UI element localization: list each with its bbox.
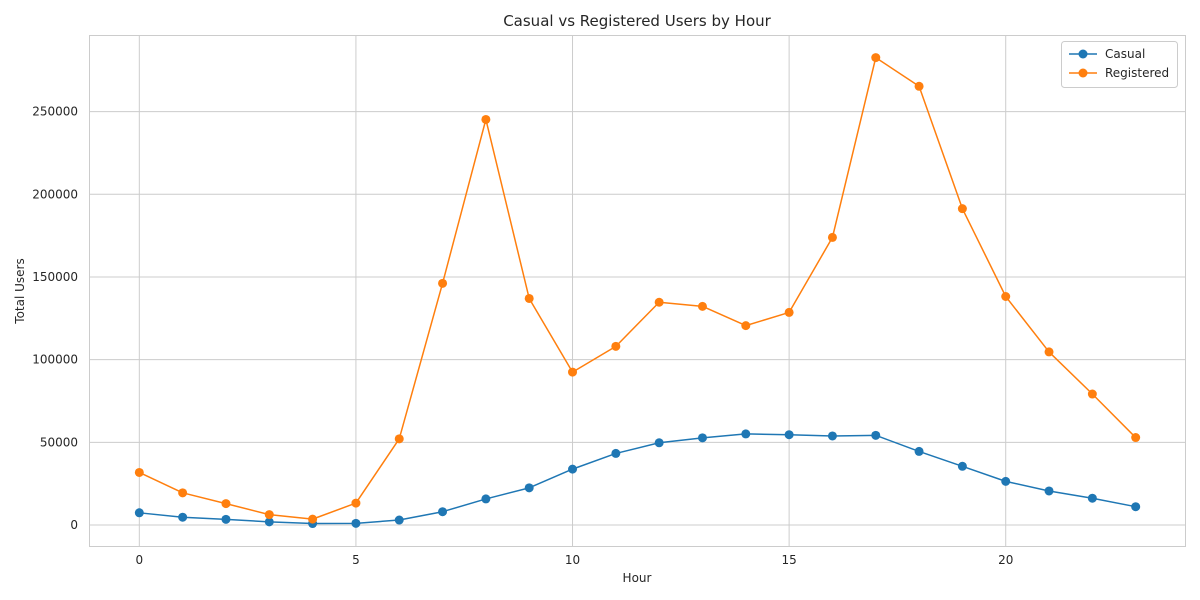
data-point-casual — [654, 438, 664, 448]
data-point-casual — [827, 431, 837, 441]
data-point-registered — [394, 434, 404, 444]
data-point-registered — [784, 307, 794, 317]
x-axis-label: Hour — [623, 571, 652, 585]
data-point-casual — [178, 512, 188, 522]
x-tick-label: 0 — [135, 553, 143, 567]
data-point-casual — [394, 515, 404, 525]
data-point-casual — [524, 483, 534, 493]
y-tick-label: 100000 — [32, 353, 78, 367]
data-point-casual — [741, 429, 751, 439]
data-point-casual — [1044, 486, 1054, 496]
legend-label-registered: Registered — [1105, 66, 1169, 80]
y-tick-label: 200000 — [32, 187, 78, 201]
data-point-casual — [914, 446, 924, 456]
data-point-casual — [264, 517, 274, 527]
data-point-registered — [438, 278, 448, 288]
legend: Casual Registered — [1061, 41, 1178, 88]
data-point-registered — [568, 367, 578, 377]
data-point-registered — [914, 81, 924, 91]
data-point-casual — [481, 494, 491, 504]
data-point-registered — [1044, 347, 1054, 357]
data-point-registered — [827, 232, 837, 242]
data-point-registered — [697, 301, 707, 311]
data-point-casual — [1001, 476, 1011, 486]
x-tick-label: 20 — [998, 553, 1013, 567]
data-point-registered — [221, 499, 231, 509]
data-point-casual — [134, 508, 144, 518]
data-point-casual — [1087, 493, 1097, 503]
data-point-registered — [524, 293, 534, 303]
x-axis-ticks: 0 5 10 15 20 — [135, 553, 1013, 567]
data-point-casual — [568, 464, 578, 474]
x-tick-label: 15 — [781, 553, 796, 567]
data-point-casual — [611, 448, 621, 458]
series-line-registered — [139, 56, 1137, 520]
x-tick-label: 5 — [352, 553, 360, 567]
data-point-registered — [351, 498, 361, 508]
data-point-casual — [221, 514, 231, 524]
data-point-registered — [654, 297, 664, 307]
legend-box — [1061, 41, 1178, 88]
data-point-registered — [481, 114, 491, 124]
x-tick-label: 10 — [565, 553, 580, 567]
data-point-registered — [1087, 389, 1097, 399]
series-line-casual — [139, 433, 1136, 525]
data-point-registered — [871, 53, 881, 63]
data-point-registered — [134, 467, 144, 477]
data-point-registered — [1131, 433, 1141, 443]
y-axis-label: Total Users — [13, 258, 27, 324]
data-point-casual — [697, 433, 707, 443]
y-tick-label: 0 — [70, 518, 78, 532]
data-point-registered — [1001, 292, 1011, 302]
y-axis-ticks: 0 50000 100000 150000 200000 250000 — [32, 105, 78, 532]
data-point-casual — [351, 518, 361, 528]
data-point-registered — [178, 488, 188, 498]
y-tick-label: 50000 — [40, 435, 78, 449]
series-group — [134, 53, 1141, 529]
grid-lines — [89, 35, 1186, 547]
data-point-casual — [871, 430, 881, 440]
plot-area — [89, 35, 1186, 547]
data-point-registered — [957, 204, 967, 214]
y-tick-label: 150000 — [32, 270, 78, 284]
data-point-registered — [308, 514, 318, 524]
data-point-casual — [957, 461, 967, 471]
legend-label-casual: Casual — [1105, 47, 1145, 61]
data-point-casual — [784, 430, 794, 440]
y-tick-label: 250000 — [32, 105, 78, 119]
data-point-registered — [611, 341, 621, 351]
legend-marker-casual — [1078, 49, 1088, 59]
legend-marker-registered — [1078, 68, 1088, 78]
chart-title: Casual vs Registered Users by Hour — [503, 12, 771, 30]
data-point-casual — [1131, 502, 1141, 512]
data-point-casual — [438, 507, 448, 517]
data-point-registered — [741, 321, 751, 331]
data-point-registered — [264, 510, 274, 520]
